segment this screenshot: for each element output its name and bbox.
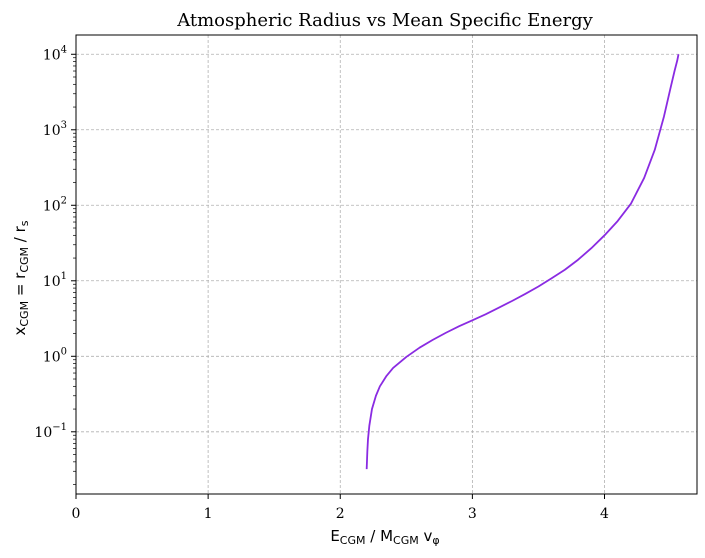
y-tick-label: 10−1 <box>34 422 67 441</box>
x-tick-label: 3 <box>468 506 477 522</box>
x-tick-label: 0 <box>72 506 81 522</box>
series-layer <box>365 54 680 470</box>
y-tick-label: 101 <box>43 271 67 290</box>
y-tick-label: 100 <box>43 346 67 365</box>
y-axis-label: xCGM = rCGM / rs <box>11 220 31 335</box>
y-tick-label: 103 <box>43 120 67 139</box>
x-tick-label: 4 <box>600 506 609 522</box>
grid <box>75 35 697 494</box>
series-line <box>365 54 680 470</box>
x-tick-label: 2 <box>336 506 345 522</box>
y-tick-label: 104 <box>43 44 67 63</box>
y-axis-ticks: 10−1 100 101 102 103 104 <box>34 44 76 485</box>
y-tick-label: 102 <box>43 195 67 214</box>
plot-frame <box>75 34 698 495</box>
chart-title: Atmospheric Radius vs Mean Specific Ener… <box>176 10 593 31</box>
x-axis-ticks: 0 1 2 3 4 <box>72 494 609 522</box>
x-tick-label: 1 <box>204 506 213 522</box>
x-axis-label: ECGM / MCGM vφ <box>330 527 439 547</box>
